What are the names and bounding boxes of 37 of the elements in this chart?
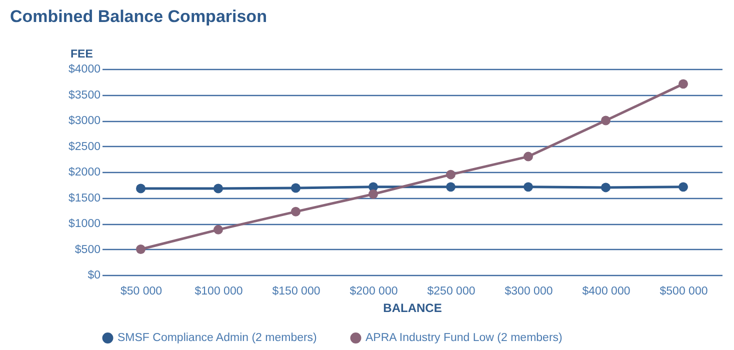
x-tick-label: $150 000 — [272, 286, 320, 298]
legend-label: SMSF Compliance Admin (2 members) — [118, 332, 318, 344]
point — [214, 184, 223, 194]
x-tick-label: $250 000 — [427, 286, 476, 298]
point — [136, 244, 146, 254]
point — [446, 170, 456, 180]
point — [368, 189, 378, 199]
point — [291, 206, 300, 216]
x-tick-label: $400 000 — [582, 286, 630, 298]
point — [524, 182, 533, 192]
x-tick-label: $500 000 — [660, 286, 708, 298]
y-tick-label: $1000 — [68, 218, 100, 230]
y-tick-label: $1500 — [68, 192, 100, 204]
y-tick-label: $4000 — [68, 64, 100, 76]
x-tick-label: $50 000 — [120, 286, 162, 298]
point — [601, 116, 610, 126]
point — [678, 79, 688, 89]
x-tick-label: $300 000 — [504, 286, 553, 298]
y-axis-title: FEE — [70, 48, 94, 60]
y-tick-label: $3000 — [68, 115, 100, 127]
y-tick-label: $500 — [74, 244, 100, 256]
point — [678, 182, 688, 192]
y-tick-label: $3500 — [68, 89, 100, 102]
y-tick-label: $2500 — [68, 140, 100, 153]
point — [291, 183, 300, 193]
point — [601, 182, 610, 192]
legend-label: APRA Industry Fund Low (2 members) — [366, 332, 563, 344]
x-tick-label: $200 000 — [350, 286, 398, 298]
point — [524, 152, 533, 162]
chart-title: Combined Balance Comparison — [10, 7, 267, 26]
x-tick-label: $100 000 — [194, 286, 243, 298]
y-tick-label: $2000 — [68, 166, 100, 178]
x-axis-title: BALANCE — [383, 301, 442, 315]
y-tick-label: $0 — [88, 270, 100, 282]
point — [214, 224, 223, 234]
point — [446, 182, 456, 192]
point — [136, 184, 146, 194]
